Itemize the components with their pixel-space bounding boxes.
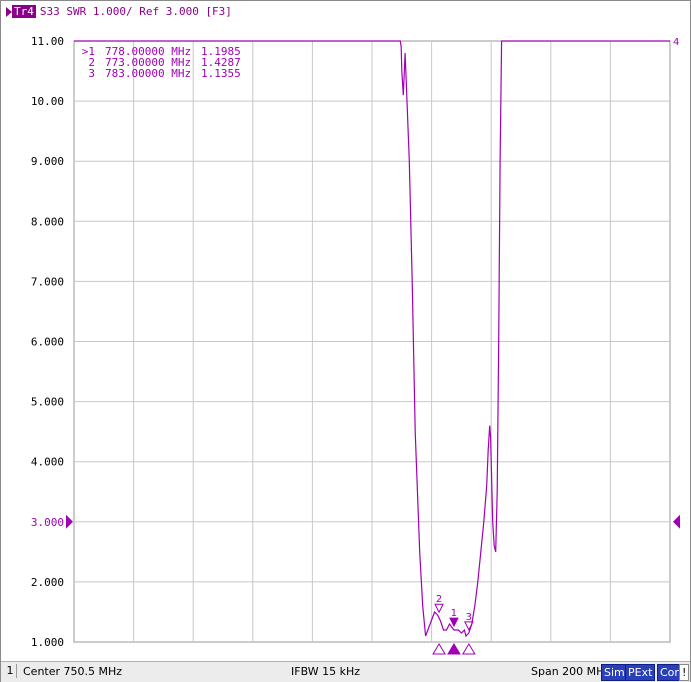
grid: [73, 40, 671, 643]
marker-row-frequency: 778.00000 MHz: [105, 45, 191, 58]
y-tick-label: 9.000: [31, 155, 64, 168]
marker-1-on-trace: [449, 617, 459, 628]
y-tick-label: 2.000: [31, 576, 64, 589]
channel-number[interactable]: 1: [4, 664, 17, 678]
marker-2-axis-icon: [432, 643, 446, 655]
marker-3-label: 3: [466, 612, 472, 623]
y-tick-label: 11.00: [31, 35, 64, 48]
marker-layer: 12 3: [432, 594, 476, 655]
y-tick-label: 4.000: [31, 456, 64, 469]
y-tick-label: 6.000: [31, 336, 64, 349]
y-tick-label: 8.000: [31, 215, 64, 228]
plot-area[interactable]: 11.00 10.00 9.000 8.000 7.000 6.000 5.000 4.000…: [1, 1, 690, 661]
center-frequency[interactable]: Center 750.5 MHz: [23, 665, 123, 678]
trace-line: [74, 40, 670, 638]
trace-header[interactable]: Tr4 S33 SWR 1.000/ Ref 3.000 [F3]: [3, 3, 689, 20]
warning-indicator[interactable]: !: [679, 664, 690, 681]
marker-row: >1 778.00000 MHz 1.1985: [82, 45, 241, 58]
active-trace-arrow-icon: [6, 6, 12, 17]
marker-3-on-trace: [464, 621, 474, 631]
y-tick-labels: 11.00 10.00 9.000 8.000 7.000 6.000 5.000 4.000…: [31, 35, 64, 649]
y-tick-label: 3.000: [31, 516, 64, 529]
marker-row-id: >1: [82, 45, 95, 58]
ref-level-right-arrow-icon: [673, 514, 680, 529]
span-frequency[interactable]: Span 200 MHz: [531, 665, 611, 678]
marker-row-value: 1.4287: [201, 56, 241, 69]
ref-level-left-arrow-icon: [66, 514, 73, 529]
marker-row-frequency: 783.00000 MHz: [105, 67, 191, 80]
port-extension-indicator[interactable]: PExt: [625, 664, 656, 681]
correction-indicator[interactable]: Cor: [657, 664, 682, 681]
reference-indicators: 4: [66, 37, 680, 529]
y-tick-label: 10.00: [31, 95, 64, 108]
sim-indicator[interactable]: Sim: [601, 664, 628, 681]
status-bar: 1 Center 750.5 MHz IFBW 15 kHz Span 200 …: [1, 661, 690, 682]
y-tick-label: 5.000: [31, 396, 64, 409]
marker-table: >1 778.00000 MHz 1.1985 2 773.00000 MHz 1.428…: [82, 45, 241, 80]
marker-row-value: 1.1985: [201, 45, 241, 58]
marker-3-axis-icon: [461, 643, 476, 655]
if-bandwidth[interactable]: IFBW 15 kHz: [291, 665, 361, 678]
marker-1-label: 1: [451, 608, 457, 619]
trace-layer: [74, 40, 670, 638]
marker-2-label: 2: [436, 594, 442, 605]
y-tick-label: 1.000: [31, 636, 64, 649]
marker-row: 2 773.00000 MHz 1.4287: [88, 56, 240, 69]
trace-end-label: 4: [673, 37, 679, 48]
marker-row: 3 783.00000 MHz 1.1355: [88, 67, 240, 80]
marker-row-id: 3: [88, 67, 95, 80]
y-tick-label: 7.000: [31, 275, 64, 288]
marker-row-frequency: 773.00000 MHz: [105, 56, 191, 69]
marker-2-on-trace: [434, 603, 444, 614]
trace-badge[interactable]: Tr4: [12, 5, 36, 18]
trace-settings-text[interactable]: S33 SWR 1.000/ Ref 3.000 [F3]: [39, 5, 232, 18]
marker-row-id: 2: [88, 56, 95, 69]
marker-1-axis-icon: [447, 643, 461, 655]
marker-row-value: 1.1355: [201, 67, 241, 80]
